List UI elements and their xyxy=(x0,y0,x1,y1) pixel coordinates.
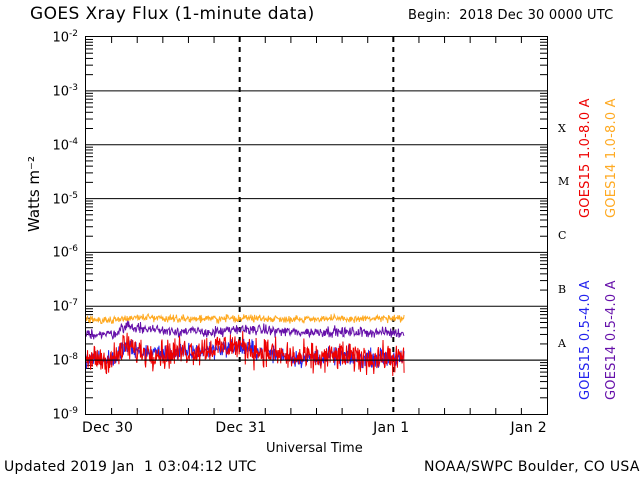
flare-class-x: X xyxy=(558,121,566,135)
source-attribution: NOAA/SWPC Boulder, CO USA xyxy=(424,459,640,475)
flare-class-a: A xyxy=(558,336,566,350)
flare-class-c: C xyxy=(558,229,567,243)
trace-goes15-1-0-8-0-a xyxy=(86,331,405,376)
x-tick-label: Jan 2 xyxy=(510,420,547,436)
y-tick-label: 10-3 xyxy=(52,82,78,100)
x-tick-label: Dec 30 xyxy=(82,420,134,436)
y-tick-label: 10-9 xyxy=(52,406,78,423)
y-tick-label: 10-7 xyxy=(52,298,78,315)
y-tick-label: 10-6 xyxy=(52,244,78,261)
x-axis-title: Universal Time xyxy=(266,441,363,456)
y-tick-label: 10-2 xyxy=(52,29,78,46)
plot-canvas xyxy=(86,37,547,414)
y-tick-label: 10-8 xyxy=(52,352,78,369)
legend-goes14-short: GOES14 0.5-4.0 A xyxy=(604,280,619,400)
legend-goes15-short: GOES15 0.5-4.0 A xyxy=(578,280,593,400)
updated-timestamp: Updated 2019 Jan 1 03:04:12 UTC xyxy=(4,459,257,475)
y-tick-label: 10-4 xyxy=(52,136,78,154)
trace-goes14-1-0-8-0-a xyxy=(86,312,405,325)
flare-class-b: B xyxy=(558,283,567,297)
begin-time-label: Begin: 2018 Dec 30 0000 UTC xyxy=(408,8,614,23)
flare-class-m: M xyxy=(558,175,570,189)
chart-title: GOES Xray Flux (1-minute data) xyxy=(30,4,315,24)
legend-goes15-long: GOES15 1.0-8.0 A xyxy=(578,98,593,218)
x-tick-label: Jan 1 xyxy=(373,420,410,436)
y-tick-label: 10-5 xyxy=(52,190,78,207)
plot-area xyxy=(85,36,548,415)
trace-goes14-0-5-4-0-a xyxy=(86,319,405,340)
x-tick-label: Dec 31 xyxy=(215,420,267,436)
legend-goes14-long: GOES14 1.0-8.0 A xyxy=(604,98,619,218)
